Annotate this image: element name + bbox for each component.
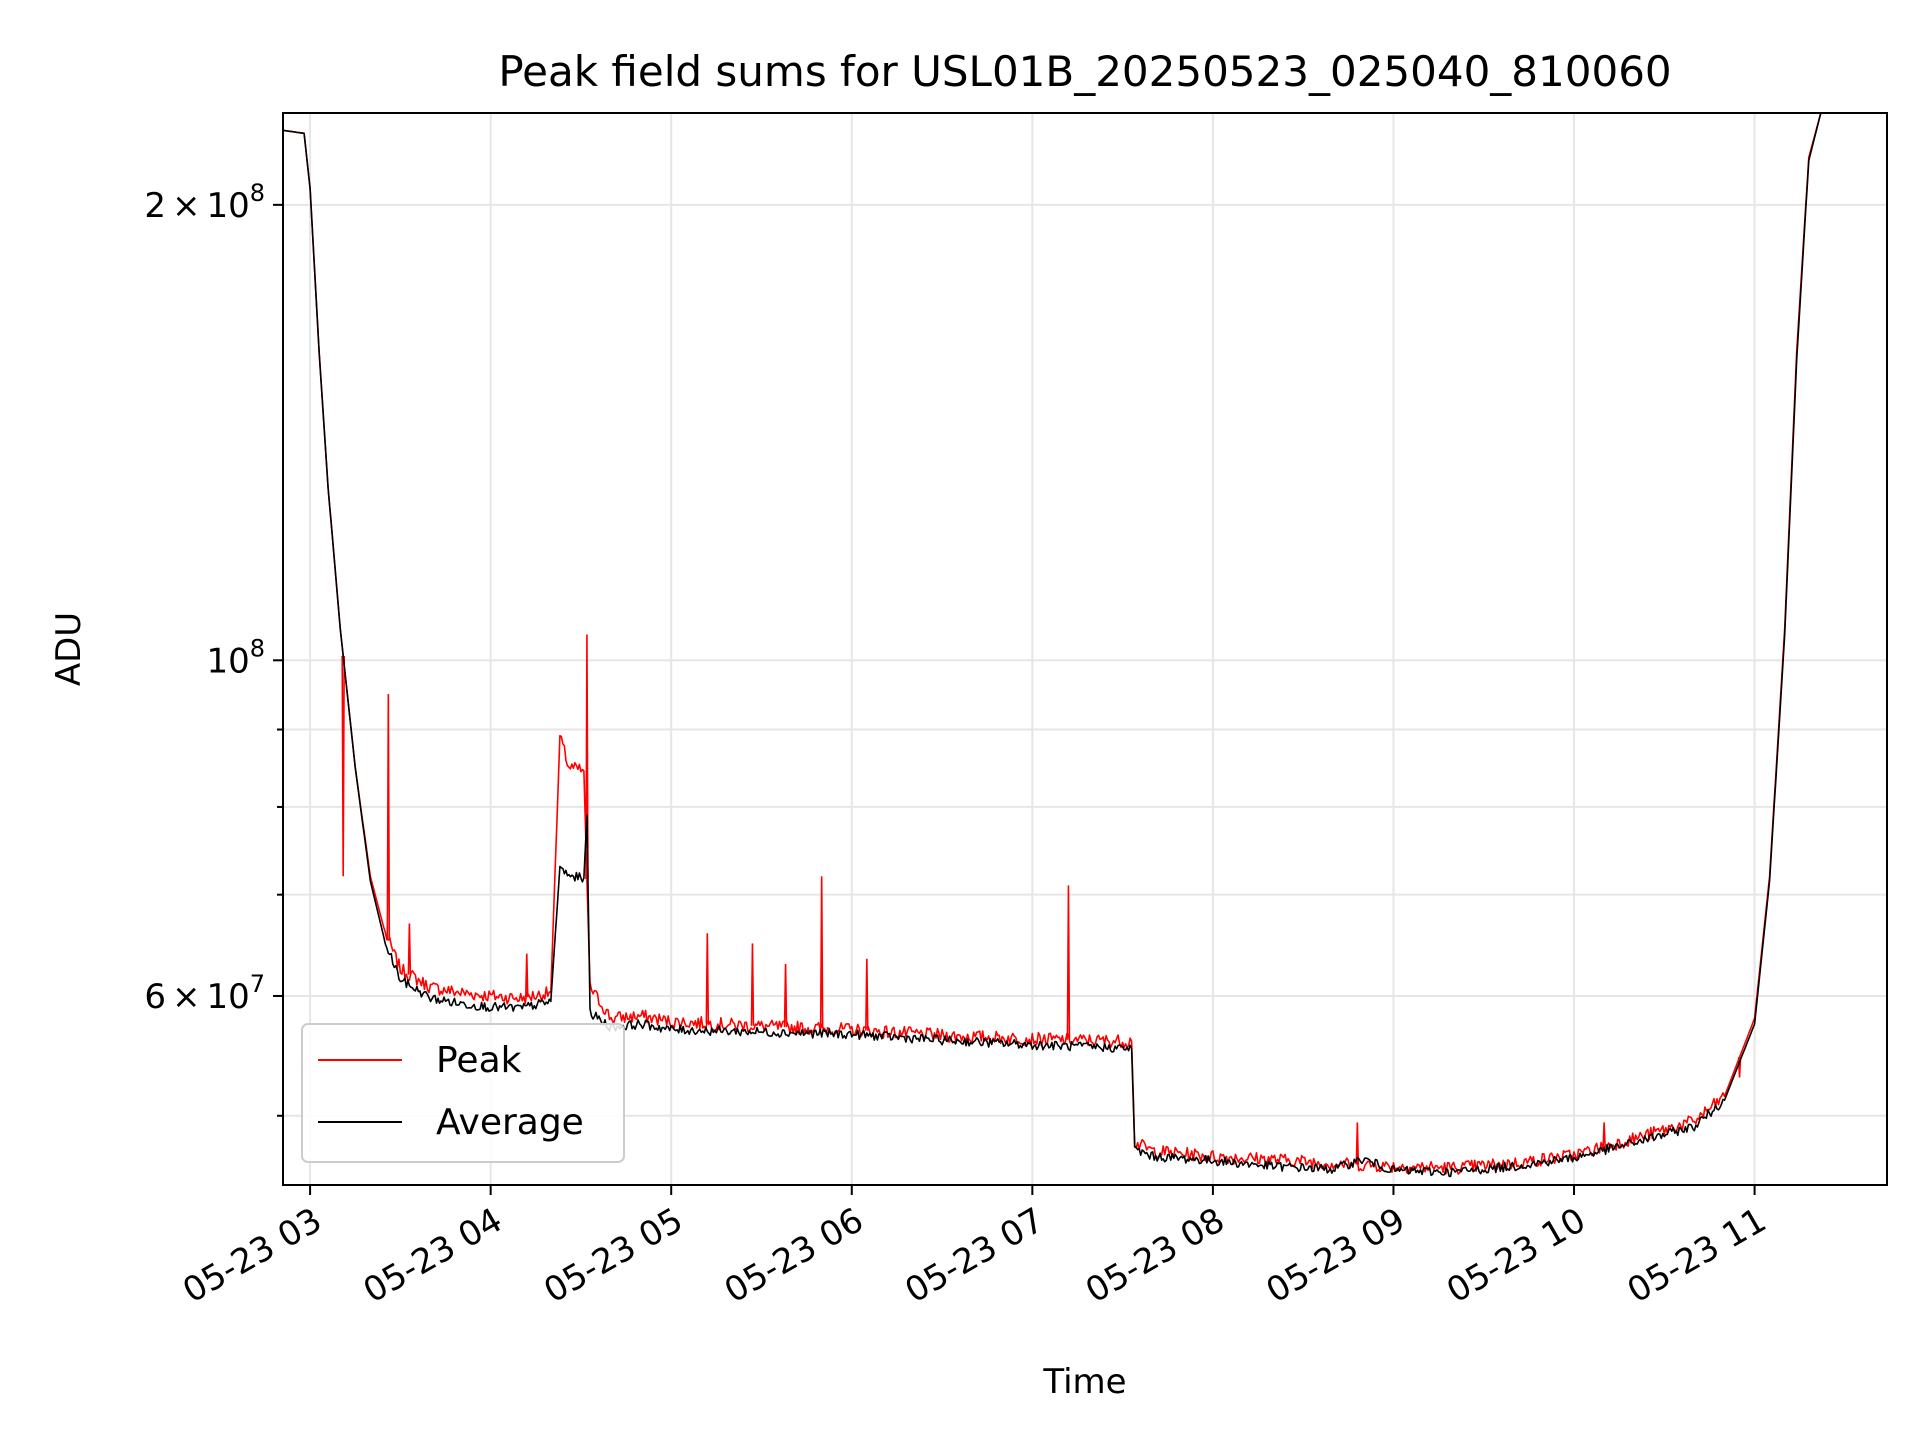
legend-label-peak: Peak (436, 1040, 522, 1081)
plot-area-frame (282, 112, 1888, 1186)
series-spike (386, 693, 391, 941)
series-spike (783, 963, 788, 1028)
series-spike (1066, 885, 1071, 1040)
series-spike (705, 933, 710, 1024)
chart-title: Peak field sums for USL01B_20250523_0250… (498, 47, 1671, 96)
x-axis-label: Time (1042, 1362, 1126, 1402)
series-spike (524, 953, 529, 998)
y-tick-label: 6 × 107 (144, 970, 265, 1017)
series-spike (407, 923, 412, 975)
series-spike (341, 655, 345, 877)
y-axis-label: ADU (49, 612, 89, 686)
legend-box (301, 1023, 625, 1163)
y-tick-label: 2 × 108 (144, 179, 265, 226)
series-spike (585, 634, 589, 880)
series-spike (865, 958, 869, 1031)
series-spike (1602, 1122, 1606, 1147)
legend: Peak Average (301, 1023, 625, 1163)
y-tick-label: 108 (206, 634, 265, 681)
series-spike (750, 943, 755, 1026)
series-line-peak (282, 112, 1822, 1175)
series-line-average (282, 112, 1822, 1178)
series-spike (819, 876, 824, 1029)
series-spike (1355, 1122, 1360, 1165)
legend-label-average: Average (436, 1102, 584, 1143)
